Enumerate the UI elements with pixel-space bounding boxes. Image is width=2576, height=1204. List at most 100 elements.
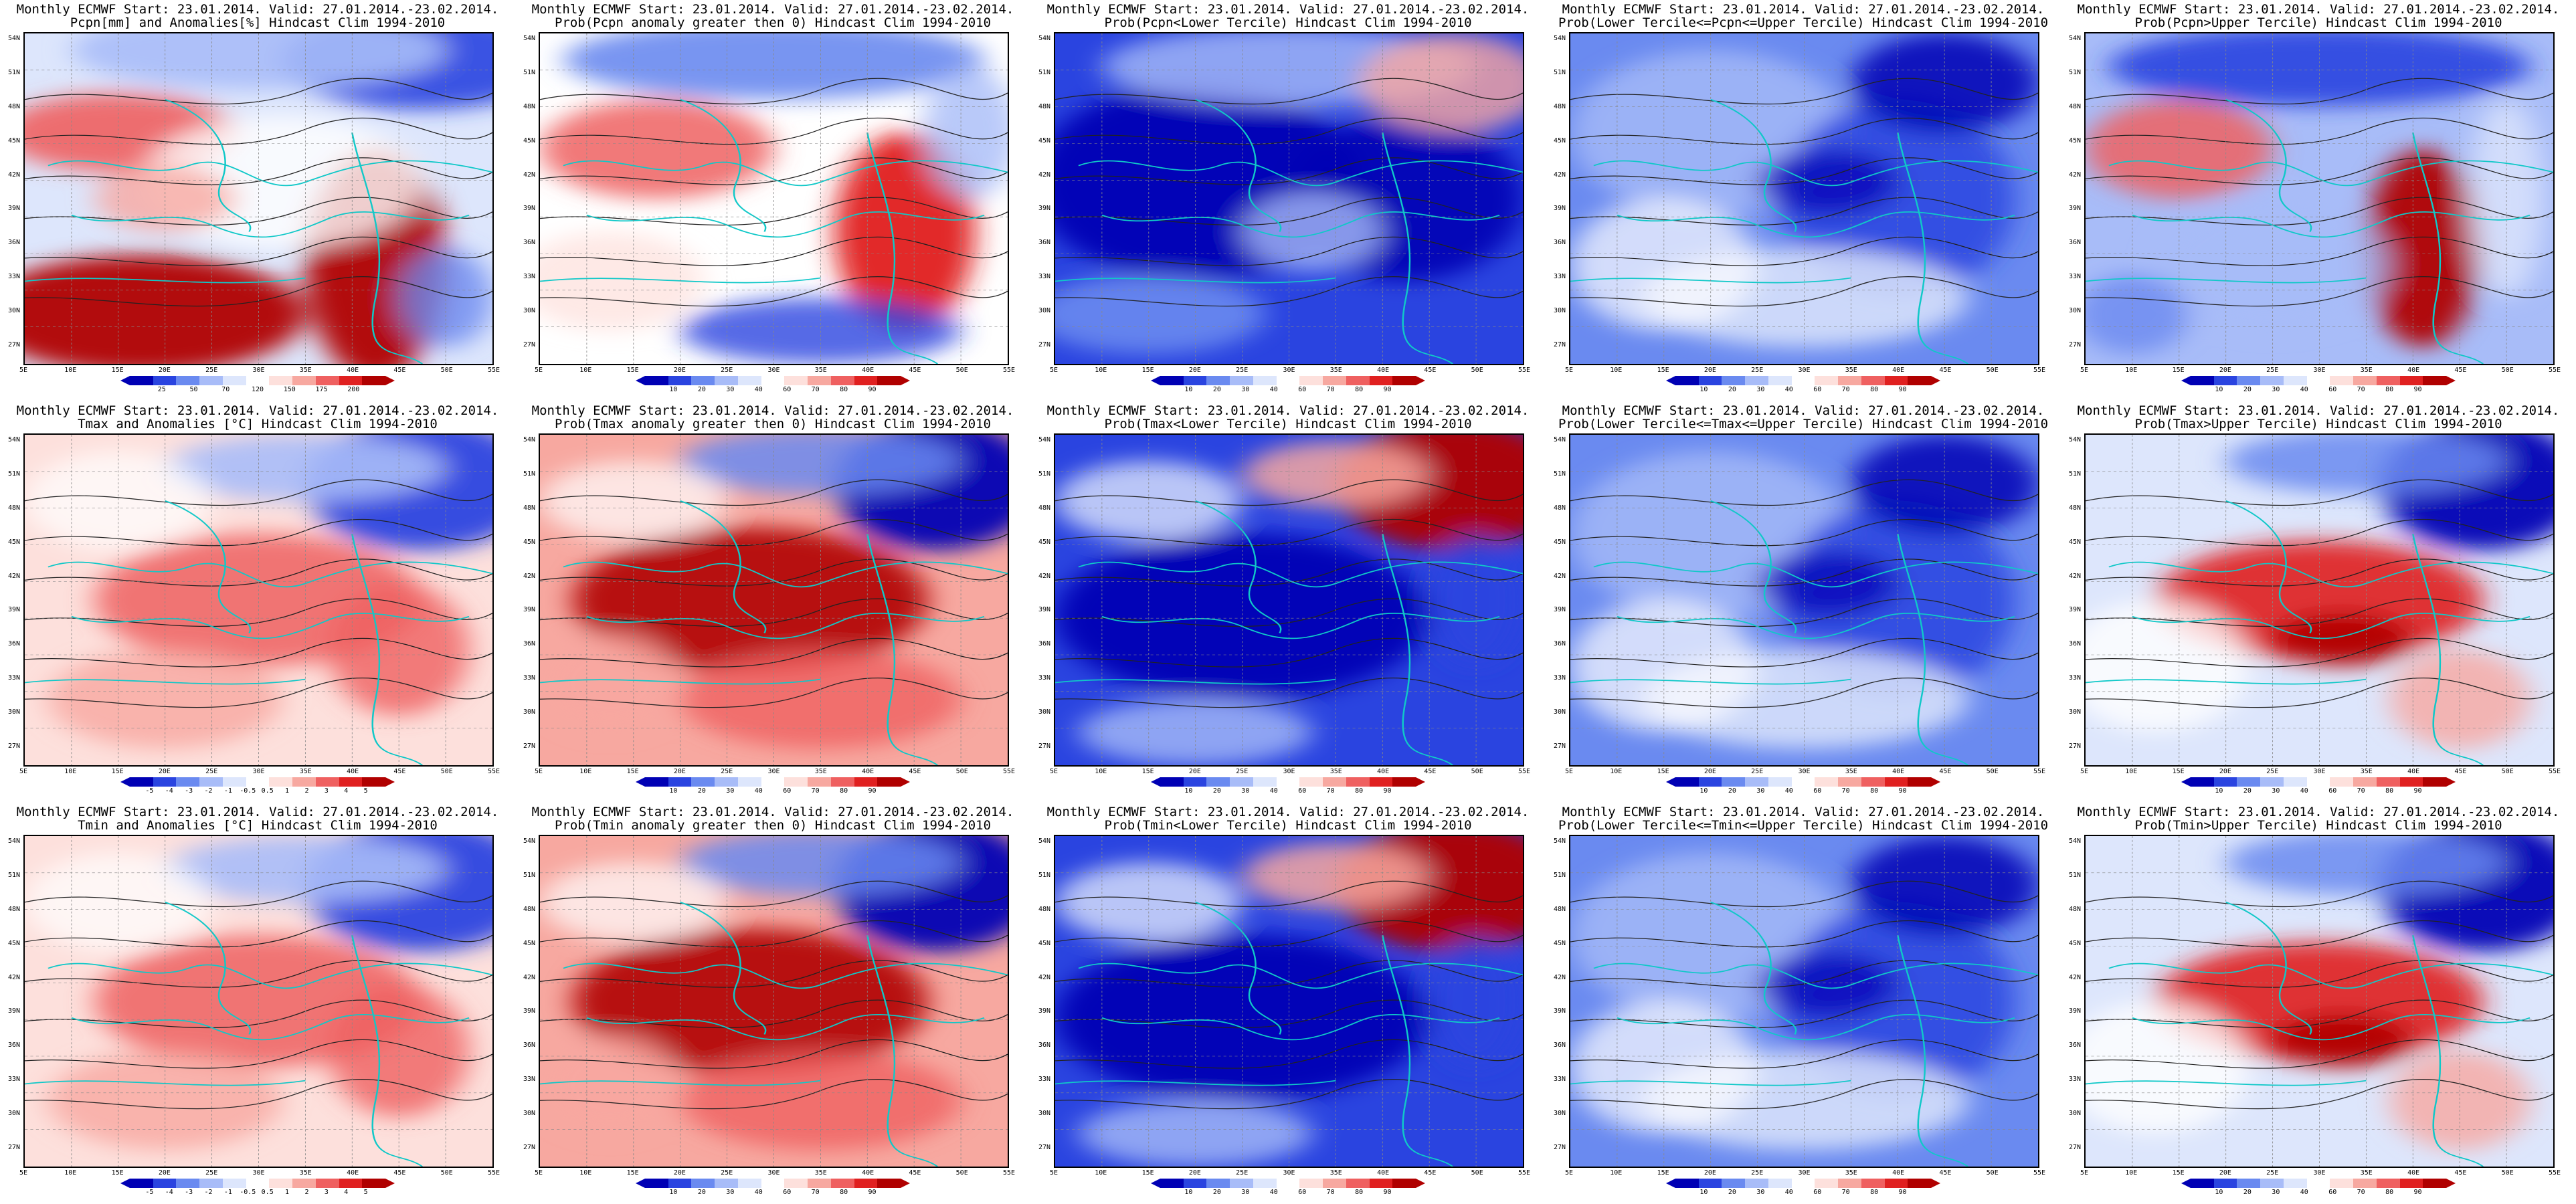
colorbar-segment — [130, 777, 153, 787]
colorbar-tick-label: 90 — [868, 1189, 877, 1196]
colorbar-high-arrow — [385, 376, 395, 385]
colorbar-segment — [2306, 1179, 2330, 1188]
colorbar-tick-label: 2 — [304, 1189, 309, 1196]
latitude-label: 39N — [1038, 205, 1050, 213]
forecast-panel: Monthly ECMWF Start: 23.01.2014. Valid: … — [515, 803, 1030, 1204]
colorbar-tick-label: 40 — [1269, 787, 1278, 795]
latitude-label: 33N — [1553, 1076, 1566, 1084]
colorbar-segment — [292, 1179, 316, 1188]
colorbar-segment — [691, 1179, 715, 1188]
latitude-label: 51N — [2068, 871, 2081, 879]
panel-title-line2: Tmax and Anomalies [°C] Hindcast Clim 19… — [78, 417, 438, 431]
longitude-label: 35E — [1329, 1169, 1342, 1177]
latitude-label: 33N — [1038, 1076, 1050, 1084]
panel-title-line1: Monthly ECMWF Start: 23.01.2014. Valid: … — [531, 2, 1014, 17]
colorbar-low-arrow — [636, 1179, 645, 1188]
colorbar-segment — [877, 376, 901, 385]
latitude-label: 48N — [1553, 905, 1566, 913]
colorbar-tick-label: 10 — [1699, 1189, 1708, 1196]
longitude-label: 40E — [1892, 768, 1905, 775]
longitude-label: 45E — [1424, 768, 1437, 775]
colorbar-segment — [1253, 376, 1277, 385]
latitude-label: 33N — [1553, 273, 1566, 281]
colorbar-tick-label: -1 — [223, 1189, 232, 1196]
colorbar-segment — [1160, 777, 1184, 787]
longitude-label: 50E — [2501, 367, 2514, 374]
colorbar-segment — [153, 376, 177, 385]
colorbar-tick-label: 40 — [1269, 1189, 1278, 1196]
longitude-label: 55E — [1002, 367, 1016, 374]
forecast-map — [23, 433, 494, 767]
latitude-label: 39N — [7, 606, 20, 614]
longitude-label: 35E — [1329, 367, 1342, 374]
colorbar-tick-label: 80 — [2385, 787, 2394, 795]
latitude-label: 45N — [1553, 136, 1566, 144]
longitude-label: 15E — [1141, 1169, 1154, 1177]
panel-title-line1: Monthly ECMWF Start: 23.01.2014. Valid: … — [1562, 2, 2045, 17]
longitude-label: 50E — [955, 768, 968, 775]
latitude-label: 45N — [523, 136, 535, 144]
longitude-label: 35E — [814, 768, 827, 775]
longitude-label: 45E — [909, 1169, 921, 1177]
latitude-label: 51N — [1038, 470, 1050, 478]
colorbar-high-arrow — [901, 777, 911, 787]
longitude-label: 20E — [1704, 367, 1716, 374]
colorbar-segment — [1299, 1179, 1323, 1188]
longitude-label: 5E — [1564, 1169, 1574, 1177]
colorbar-tick-label: 70 — [811, 1189, 820, 1196]
colorbar-segment — [2260, 1179, 2284, 1188]
forecast-panel: Monthly ECMWF Start: 23.01.2014. Valid: … — [1546, 803, 2061, 1204]
colorbar-tick-label: -4 — [165, 1189, 173, 1196]
colorbar-segment — [1861, 777, 1885, 787]
latitude-label: 42N — [7, 171, 20, 179]
colorbar-tick-label: -3 — [185, 787, 193, 795]
latitude-label: 54N — [7, 837, 20, 845]
colorbar-tick-label: 40 — [754, 386, 763, 393]
latitude-label: 51N — [1038, 871, 1050, 879]
latitude-label: 42N — [2068, 973, 2081, 981]
colorbar-segment — [761, 376, 785, 385]
colorbar-tick-label: 10 — [669, 1189, 678, 1196]
colorbar-segment — [2376, 376, 2400, 385]
colorbar-segment — [1698, 1179, 1722, 1188]
latitude-label: 36N — [1553, 239, 1566, 247]
panel-title-line1: Monthly ECMWF Start: 23.01.2014. Valid: … — [1046, 805, 1530, 819]
colorbar-segment — [1791, 777, 1815, 787]
colorbar-segment — [2237, 777, 2261, 787]
colorbar-segment — [1838, 777, 1861, 787]
colorbar-segment — [2191, 777, 2214, 787]
latitude-label: 54N — [523, 436, 535, 443]
forecast-map — [1054, 433, 1524, 767]
colorbar-tick-label: 70 — [2357, 1189, 2365, 1196]
colorbar-segment — [1884, 777, 1908, 787]
colorbar-tick-label: 30 — [2272, 1189, 2280, 1196]
latitude-label: 27N — [7, 1144, 20, 1151]
longitude-label: 30E — [1798, 1169, 1811, 1177]
colorbar-tick-label: 3 — [324, 787, 329, 795]
latitude-label: 39N — [7, 1007, 20, 1015]
colorbar-segment — [1369, 1179, 1393, 1188]
colorbar-segment — [246, 1179, 270, 1188]
colorbar-segment — [222, 376, 246, 385]
latitude-label: 39N — [1553, 205, 1566, 213]
latitude-label: 42N — [523, 572, 535, 580]
map-field — [25, 33, 492, 364]
colorbar-tick-label: 200 — [347, 386, 360, 393]
colorbar-segment — [645, 376, 668, 385]
forecast-panel: Monthly ECMWF Start: 23.01.2014. Valid: … — [1030, 0, 1546, 401]
latitude-label: 51N — [1553, 470, 1566, 478]
forecast-panel: Monthly ECMWF Start: 23.01.2014. Valid: … — [1030, 803, 1546, 1204]
colorbar-segment — [645, 1179, 668, 1188]
colorbar-segment — [737, 1179, 761, 1188]
latitude-label: 42N — [1038, 171, 1050, 179]
colorbar-segment — [315, 1179, 339, 1188]
longitude-label: 10E — [579, 367, 592, 374]
latitude-label: 51N — [7, 470, 20, 478]
forecast-panel: Monthly ECMWF Start: 23.01.2014. Valid: … — [1546, 0, 2061, 401]
colorbar-high-arrow — [385, 777, 395, 787]
colorbar-low-arrow — [2181, 376, 2191, 385]
longitude-label: 45E — [1424, 1169, 1437, 1177]
colorbar-segment — [2376, 1179, 2400, 1188]
colorbar-high-arrow — [385, 1179, 395, 1188]
